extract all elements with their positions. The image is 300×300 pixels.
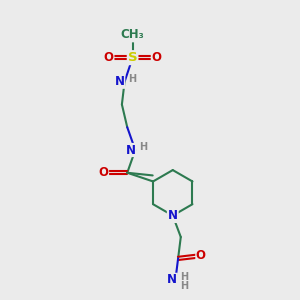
Text: S: S — [128, 51, 137, 64]
Text: CH₃: CH₃ — [121, 28, 145, 41]
Text: N: N — [168, 209, 178, 222]
Text: H: H — [139, 142, 147, 152]
Text: O: O — [98, 166, 108, 179]
Text: H: H — [128, 74, 136, 84]
Text: H: H — [180, 281, 188, 291]
Text: O: O — [196, 249, 206, 262]
Text: H: H — [180, 272, 188, 282]
Text: N: N — [126, 143, 136, 157]
Text: O: O — [152, 51, 162, 64]
Text: O: O — [103, 51, 113, 64]
Text: N: N — [167, 273, 177, 286]
Text: N: N — [115, 75, 125, 88]
